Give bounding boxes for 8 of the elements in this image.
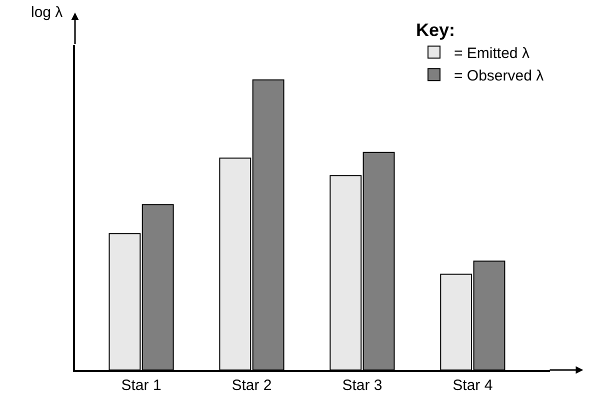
x-tick-label: Star 1 [121,376,162,394]
x-tick-label: Star 3 [342,376,382,394]
legend-label: = Observed λ [454,68,544,84]
y-axis-title: log λ [31,4,64,21]
legend-label: = Emitted λ [454,45,530,62]
x-tick-label: Star 2 [232,376,272,394]
x-tick-label: Star 4 [452,376,493,394]
legend-title: Key: [416,20,456,40]
